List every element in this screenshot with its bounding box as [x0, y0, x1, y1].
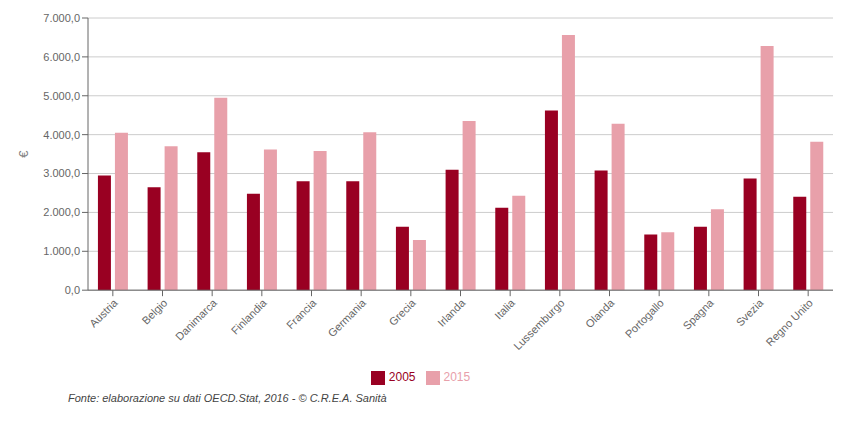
svg-text:7.000,0: 7.000,0 [43, 12, 80, 24]
html-text:2005: 2005 [388, 370, 416, 385]
html-text:Fonte: elaborazione su dati OE: Fonte: elaborazione su dati OECD.Stat, 2… [68, 392, 387, 404]
svg-text:Germania: Germania [325, 296, 368, 339]
svg-text:Spagna: Spagna [680, 296, 716, 332]
svg-text:Finlandia: Finlandia [229, 296, 270, 337]
svg-text:4.000,0: 4.000,0 [43, 129, 80, 141]
html-text:2015: 2015 [443, 370, 471, 385]
svg-text:1.000,0: 1.000,0 [43, 245, 80, 257]
svg-text:5.000,0: 5.000,0 [43, 90, 80, 102]
svg-text:Grecia: Grecia [386, 296, 418, 328]
svg-text:Danimarca: Danimarca [173, 296, 220, 343]
svg-text:Francia: Francia [284, 296, 319, 331]
svg-text:Irlanda: Irlanda [435, 296, 468, 329]
svg-text:Regno Unito: Regno Unito [763, 297, 815, 349]
svg-text:Portogallo: Portogallo [623, 297, 667, 341]
svg-text:Austria: Austria [87, 296, 120, 329]
svg-text:Lussemburgo: Lussemburgo [511, 297, 567, 353]
svg-text:Belgio: Belgio [139, 297, 169, 327]
svg-text:€: € [16, 150, 31, 158]
svg-text:Svezia: Svezia [734, 296, 766, 328]
svg-text:3.000,0: 3.000,0 [43, 167, 80, 179]
svg-text:Olanda: Olanda [583, 296, 617, 330]
svg-text:0,0: 0,0 [65, 284, 80, 296]
svg-text:Italia: Italia [492, 296, 518, 322]
svg-text:6.000,0: 6.000,0 [43, 51, 80, 63]
svg-text:2.000,0: 2.000,0 [43, 206, 80, 218]
